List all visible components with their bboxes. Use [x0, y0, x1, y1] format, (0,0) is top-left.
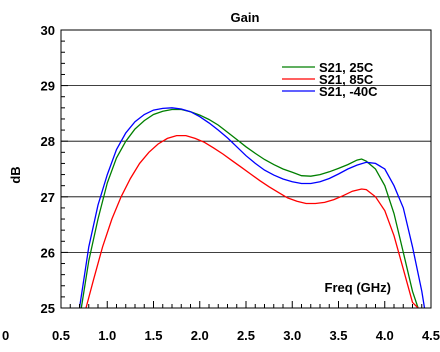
y-tick-label: 29 [41, 79, 55, 94]
x-tick-label: 1.5 [144, 328, 162, 343]
legend-label: S21, 85C [319, 72, 374, 87]
x-tick-label: 1.0 [98, 328, 116, 343]
y-tick-label: 30 [41, 23, 55, 38]
x-axis-extra-label: 0 [2, 328, 9, 343]
y-tick-label: 28 [41, 134, 55, 149]
x-axis-annotation: Freq (GHz) [325, 280, 391, 295]
y-tick-label: 25 [41, 301, 55, 316]
x-tick-label: 4.0 [376, 328, 394, 343]
series-line [78, 107, 426, 309]
x-tick-label: 4.5 [422, 328, 440, 343]
x-tick-label: 2.0 [191, 328, 209, 343]
series-line [80, 108, 419, 309]
y-tick-label: 26 [41, 245, 55, 260]
legend-label: S21, 25C [319, 60, 374, 75]
y-axis-label: dB [8, 166, 23, 183]
y-tick-label: 27 [41, 190, 55, 205]
chart-title: Gain [231, 10, 260, 25]
x-tick-label: 3.0 [283, 328, 301, 343]
series-line [85, 134, 419, 309]
x-tick-label: 2.5 [237, 328, 255, 343]
x-tick-label: 3.5 [329, 328, 347, 343]
x-tick-label: 0.5 [52, 328, 70, 343]
legend-label: S21, -40C [319, 84, 378, 99]
